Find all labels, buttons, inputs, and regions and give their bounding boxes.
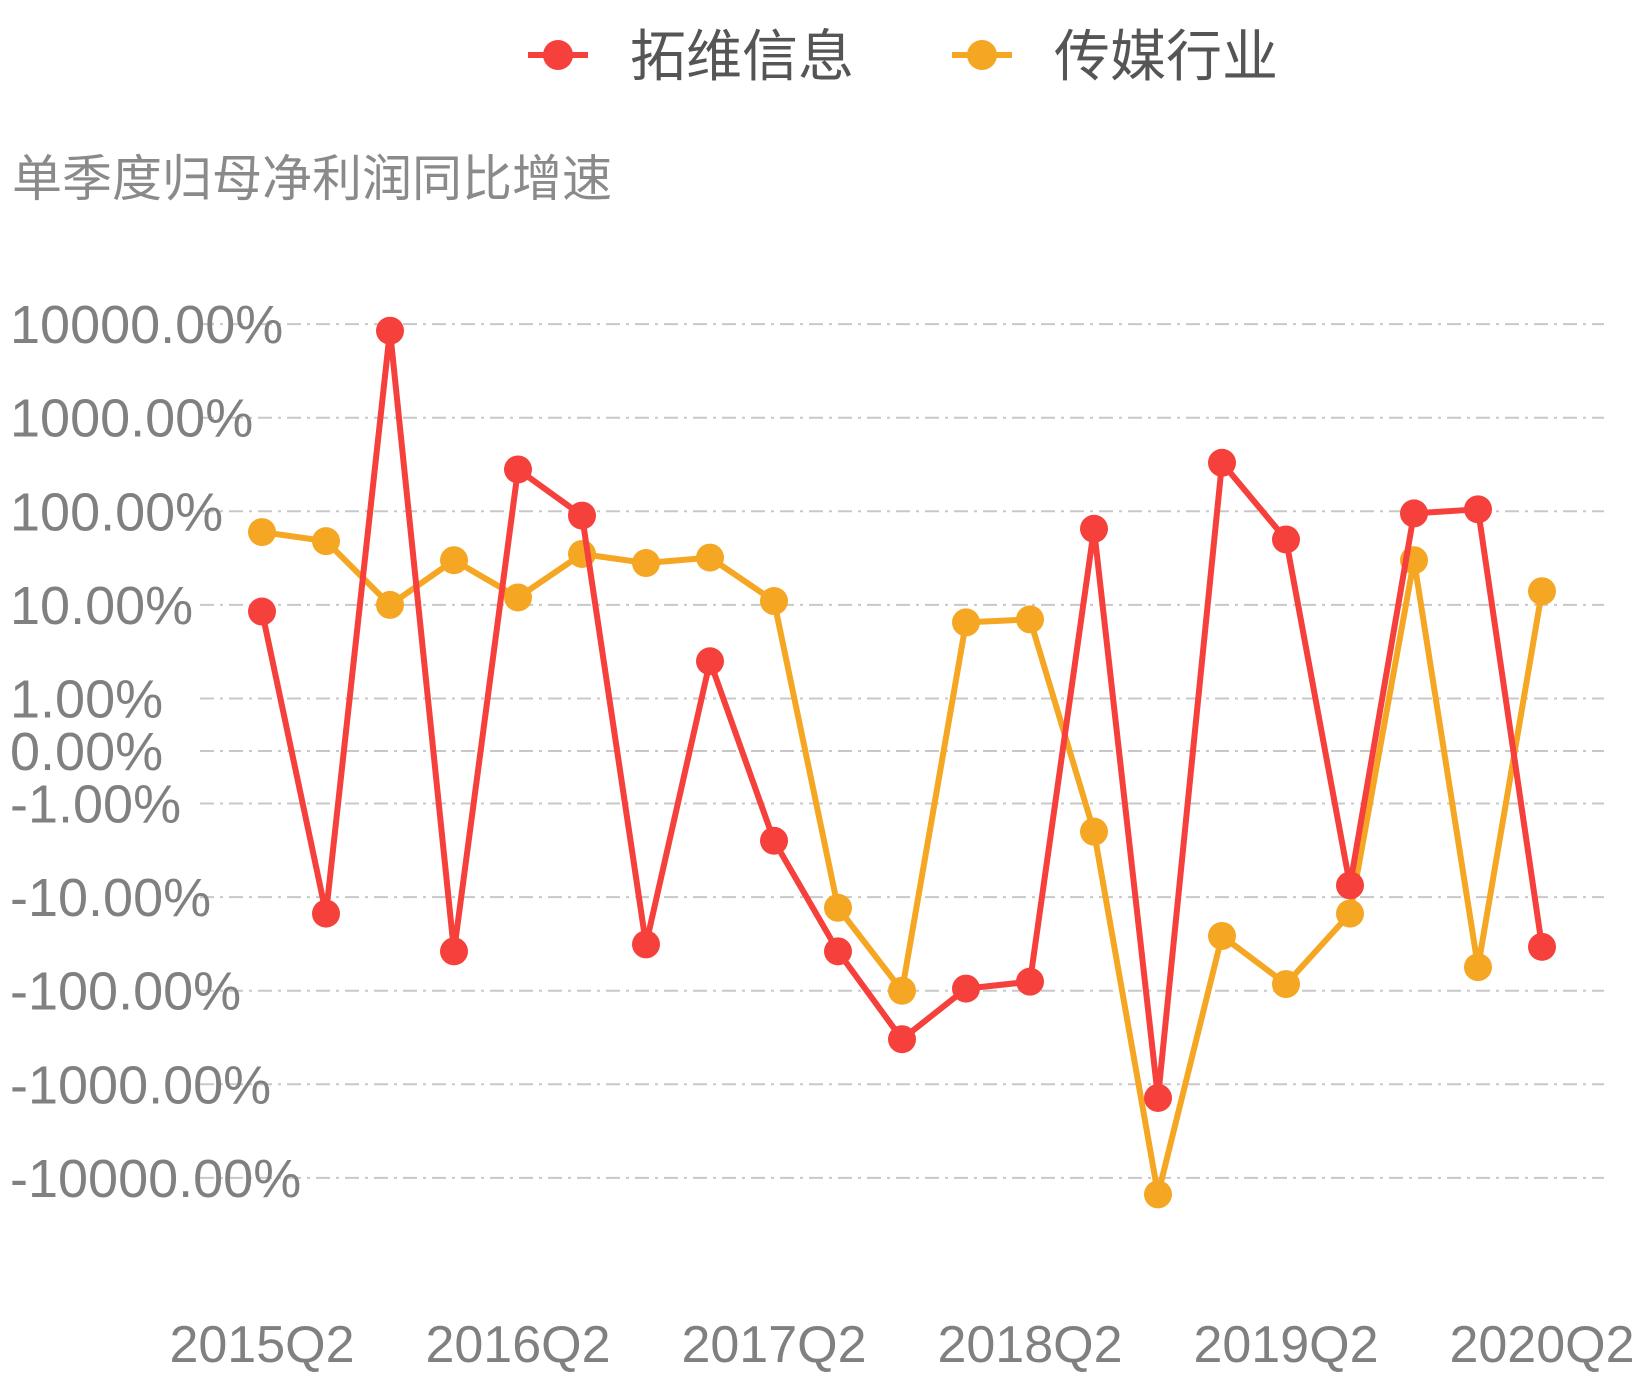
- data-point[interactable]: [376, 590, 404, 619]
- y-tick-label: 10000.00%: [10, 295, 283, 355]
- data-point[interactable]: [1208, 448, 1236, 477]
- data-point[interactable]: [1016, 605, 1044, 634]
- data-point[interactable]: [312, 527, 340, 556]
- data-point[interactable]: [1208, 921, 1236, 950]
- legend-swatch-marker-tuowei: [543, 40, 573, 70]
- data-point[interactable]: [1528, 932, 1556, 961]
- legend: 拓维信息 传媒行业: [528, 25, 1278, 90]
- y-axis-title: 单季度归母净利润同比增速: [12, 150, 612, 208]
- data-point[interactable]: [824, 937, 852, 966]
- y-tick-label: -1.00%: [10, 775, 181, 835]
- data-point[interactable]: [312, 899, 340, 928]
- data-point[interactable]: [1272, 525, 1300, 554]
- x-tick-label: 2019Q2: [1193, 1316, 1378, 1374]
- x-tick-label: 2015Q2: [169, 1316, 354, 1374]
- legend-label-media: 传媒行业: [1054, 25, 1278, 90]
- y-tick-label: 100.00%: [10, 482, 223, 542]
- data-point[interactable]: [760, 826, 788, 855]
- data-point[interactable]: [376, 316, 404, 345]
- data-point[interactable]: [1016, 967, 1044, 996]
- y-tick-label: 0.00%: [10, 722, 163, 782]
- series-line: [261, 529, 1545, 1198]
- data-point[interactable]: [824, 893, 852, 922]
- data-point[interactable]: [1336, 899, 1364, 928]
- legend-item-media[interactable]: 传媒行业: [952, 25, 1278, 90]
- legend-swatch-marker-media: [967, 40, 997, 70]
- series-layer: [248, 316, 1556, 1209]
- grid-lines: [200, 323, 1604, 1179]
- y-tick-label: 10.00%: [10, 576, 193, 636]
- data-point[interactable]: [440, 937, 468, 966]
- x-tick-label: 2020Q2: [1449, 1316, 1634, 1374]
- y-tick-label: 1.00%: [10, 670, 163, 730]
- data-point[interactable]: [1336, 871, 1364, 900]
- data-point[interactable]: [440, 546, 468, 575]
- y-tick-label: -10000.00%: [10, 1149, 301, 1209]
- legend-item-tuowei[interactable]: 拓维信息: [528, 25, 854, 90]
- data-point[interactable]: [760, 587, 788, 616]
- y-tick-label: -10.00%: [10, 868, 211, 928]
- data-point[interactable]: [1080, 817, 1108, 846]
- y-tick-label: -1000.00%: [10, 1055, 271, 1115]
- x-tick-label: 2018Q2: [937, 1316, 1122, 1374]
- data-point[interactable]: [696, 543, 724, 572]
- data-point[interactable]: [952, 608, 980, 637]
- data-point[interactable]: [632, 930, 660, 959]
- x-tick-label: 2016Q2: [425, 1316, 610, 1374]
- data-point[interactable]: [952, 974, 980, 1003]
- x-axis-ticks: 2015Q2 2016Q2 2017Q2 2018Q2 2019Q2 2020Q2: [169, 1316, 1634, 1374]
- data-point[interactable]: [632, 549, 660, 578]
- series-tuowei: [248, 316, 1556, 1112]
- data-point[interactable]: [504, 455, 532, 484]
- data-point[interactable]: [1464, 495, 1492, 524]
- data-point[interactable]: [1144, 1180, 1172, 1209]
- data-point[interactable]: [1144, 1083, 1172, 1112]
- x-tick-label: 2017Q2: [681, 1316, 866, 1374]
- data-point[interactable]: [248, 597, 276, 626]
- data-point[interactable]: [1272, 970, 1300, 999]
- data-point[interactable]: [1464, 953, 1492, 982]
- y-tick-label: -100.00%: [10, 962, 241, 1022]
- data-point[interactable]: [888, 976, 916, 1005]
- data-point[interactable]: [1080, 514, 1108, 543]
- data-point[interactable]: [248, 518, 276, 547]
- data-point[interactable]: [568, 501, 596, 530]
- data-point[interactable]: [696, 647, 724, 676]
- series-media: [248, 518, 1556, 1209]
- legend-label-tuowei: 拓维信息: [630, 25, 854, 90]
- y-tick-label: 1000.00%: [10, 389, 253, 449]
- data-point[interactable]: [1528, 577, 1556, 606]
- data-point[interactable]: [888, 1025, 916, 1054]
- data-point[interactable]: [504, 583, 532, 612]
- data-point[interactable]: [1400, 499, 1428, 528]
- y-axis-ticks: 10000.00% 1000.00% 100.00% 10.00% 1.00%0.00%…: [10, 295, 301, 1209]
